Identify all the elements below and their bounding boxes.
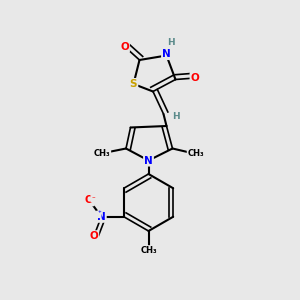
Text: O: O (190, 73, 200, 83)
Text: O: O (85, 195, 94, 205)
Text: H: H (167, 38, 175, 47)
Text: O: O (120, 41, 129, 52)
Text: N: N (162, 49, 171, 59)
Text: N: N (97, 212, 106, 222)
Text: N: N (144, 155, 153, 166)
Text: H: H (172, 112, 180, 121)
Text: CH₃: CH₃ (188, 149, 204, 158)
Text: CH₃: CH₃ (140, 246, 157, 255)
Text: S: S (130, 79, 137, 89)
Text: CH₃: CH₃ (94, 148, 110, 158)
Text: ⁺: ⁺ (97, 211, 101, 217)
Text: ⁻: ⁻ (91, 196, 95, 202)
Text: O: O (89, 231, 98, 241)
